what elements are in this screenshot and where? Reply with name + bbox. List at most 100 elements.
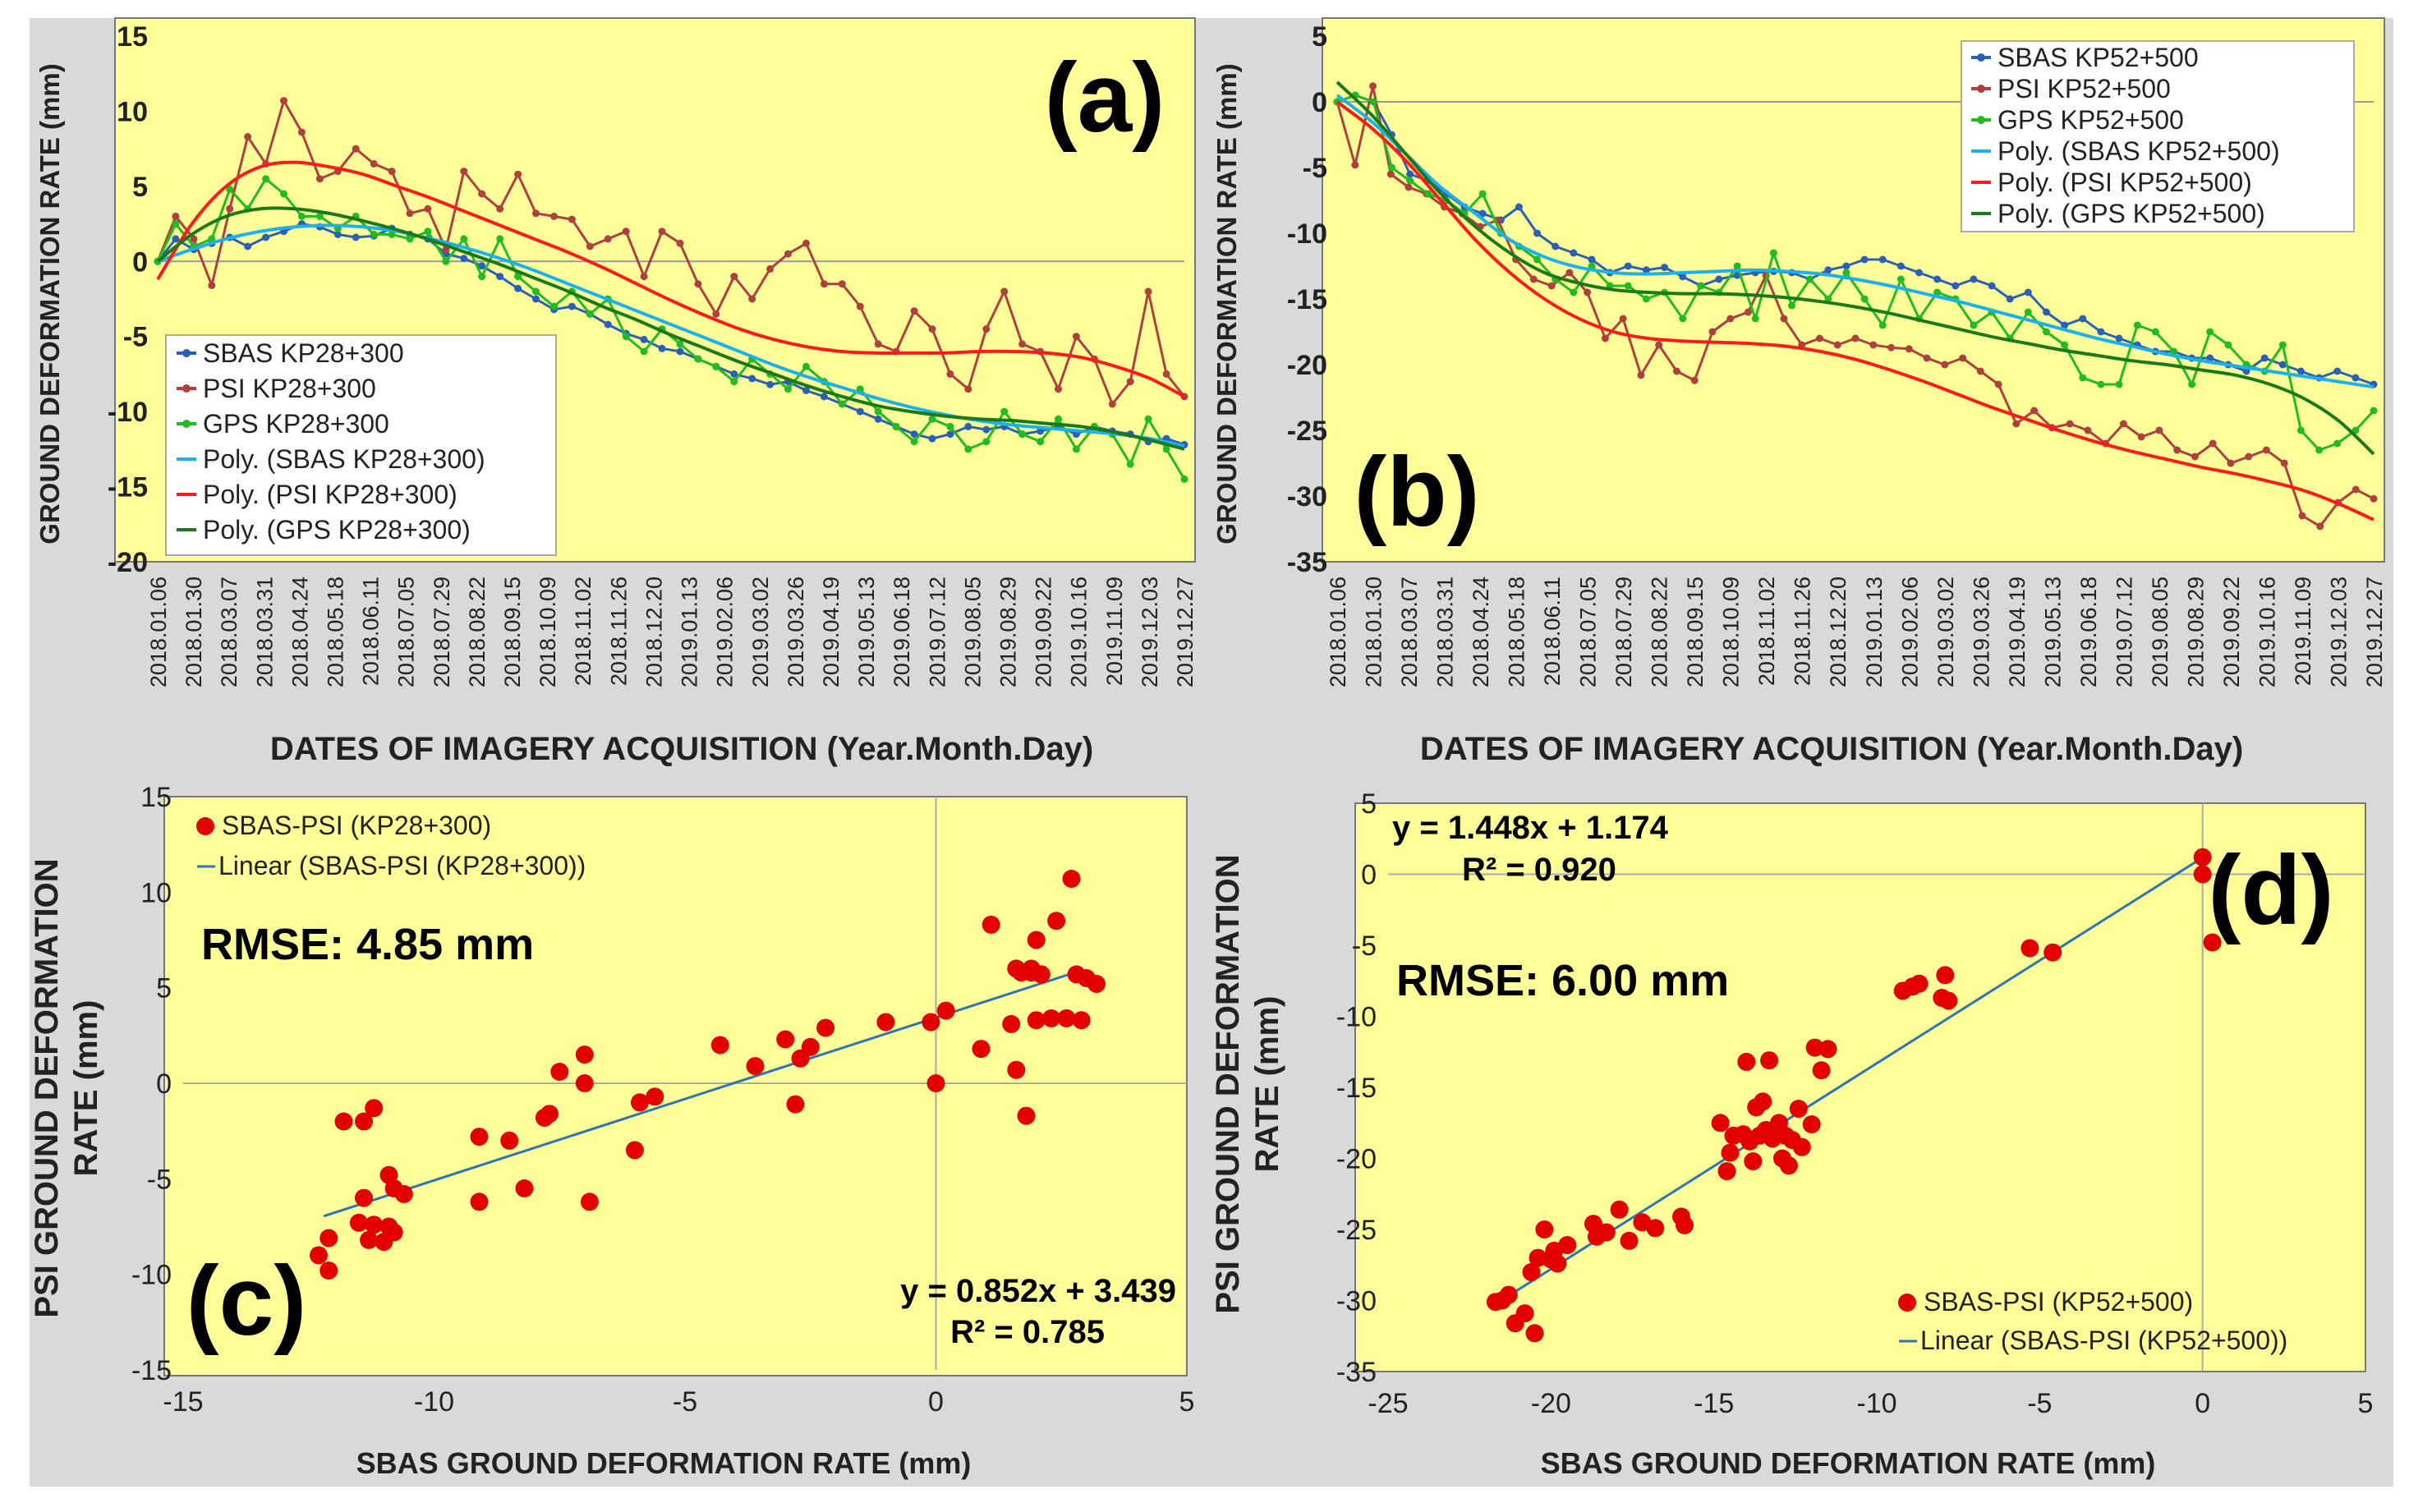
point-a-gps-54 [1126,460,1134,468]
scatter-point-c-40 [972,1040,991,1059]
point-a-sbas-1 [172,235,180,243]
point-b-sbas-37 [2006,295,2014,303]
x-tick-b-13: 2018.11.26 [1791,577,1815,686]
point-b-gps-41 [2079,374,2087,382]
point-a-gps-31 [712,362,720,370]
x-tick-d-6: 5 [2358,1388,2374,1419]
point-b-gps-54 [2315,446,2324,454]
scatter-point-c-7 [349,1213,368,1232]
point-b-gps-57 [2370,407,2378,415]
point-b-psi-22 [1726,315,1735,323]
legend-label-d-fit: Linear (SBAS-PSI (KP52+500)) [1920,1326,2287,1355]
point-a-gps-20 [514,273,522,281]
point-b-gps-31 [1896,275,1905,283]
point-b-psi-41 [2066,420,2074,428]
point-a-gps-43 [928,415,936,423]
point-b-sbas-17 [1642,266,1650,274]
point-b-gps-52 [2278,341,2287,349]
point-a-psi-27 [640,273,648,281]
scatter-point-d-17 [1620,1231,1639,1250]
x-tick-a-1: 2018.01.30 [182,577,206,687]
point-a-psi-39 [856,302,864,310]
point-a-gps-17 [460,235,468,243]
x-tick-d-2: -15 [1694,1388,1734,1419]
scatter-point-d-44 [1805,1038,1824,1057]
scatter-point-c-30 [746,1057,765,1076]
x-tick-b-8: 2018.07.29 [1611,577,1636,687]
point-b-psi-13 [1565,269,1574,277]
x-tick-a-18: 2019.03.26 [784,577,808,687]
point-a-psi-32 [730,273,738,281]
x-axis-title-c: SBAS GROUND DEFORMATION RATE (mm) [356,1446,972,1480]
x-axis-title-d: SBAS GROUND DEFORMATION RATE (mm) [1541,1446,2156,1480]
scatter-point-c-6 [355,1188,373,1207]
y-tick-b-6: -5 [1303,153,1327,184]
point-a-gps-49 [1037,438,1045,446]
point-a-psi-5 [244,133,252,140]
y-tick-b-7: 0 [1312,87,1327,118]
point-a-psi-44 [946,370,954,378]
point-a-gps-24 [586,310,594,318]
point-a-sbas-46 [982,425,991,434]
point-a-sbas-18 [478,262,486,270]
point-a-gps-42 [910,438,918,446]
point-a-sbas-17 [460,255,468,263]
scatter-point-d-5 [1525,1324,1544,1343]
scatter-point-d-16 [1610,1200,1629,1219]
point-a-gps-45 [964,445,972,453]
x-tick-a-11: 2018.10.09 [536,577,560,687]
point-a-psi-11 [352,145,360,153]
scatter-point-d-2 [1499,1285,1518,1304]
y-tick-a-4: 0 [132,246,148,278]
scatter-point-c-18 [500,1131,519,1150]
point-b-psi-39 [2030,407,2039,415]
point-b-sbas-28 [1842,262,1850,270]
point-a-gps-46 [982,438,991,446]
point-b-gps-23 [1751,315,1759,323]
fit-line-group-c [323,969,1083,1218]
point-a-psi-35 [784,250,792,258]
x-tick-b-22: 2019.07.12 [2112,577,2136,687]
y-tick-c-1: -10 [131,1260,172,1291]
scatter-point-c-17 [470,1193,489,1211]
x-tick-a-16: 2019.02.06 [713,577,738,687]
point-a-psi-33 [748,295,756,303]
legend-label-b-psi: PSI KP52+500 [1998,74,2171,103]
point-a-gps-40 [874,407,882,416]
x-tick-d-1: -20 [1531,1388,1571,1419]
point-a-psi-26 [622,227,630,236]
point-b-gps-39 [2043,328,2050,336]
scatter-point-c-9 [360,1230,379,1249]
point-b-gps-28 [1842,269,1850,277]
point-b-psi-29 [1851,334,1860,342]
series-line-a-poly-psi [156,160,1185,398]
series-line-b-poly-gps [1336,80,2375,456]
point-a-gps-29 [676,340,684,348]
point-b-gps-38 [2024,308,2032,316]
scatter-point-c-51 [1032,965,1050,984]
point-a-psi-17 [460,168,468,176]
y-tick-b-3: -20 [1287,350,1327,381]
scatter-point-c-38 [926,1074,945,1092]
series-line-b-poly-psi [1336,100,2375,522]
point-a-sbas-11 [352,233,360,241]
series-group-a [154,97,1188,483]
point-b-psi-17 [1637,371,1645,379]
scatter-point-c-24 [575,1046,594,1064]
x-tick-a-19: 2019.04.19 [819,577,844,687]
point-a-gps-16 [442,257,450,265]
x-tick-a-15: 2019.01.13 [678,577,702,687]
x-tick-b-5: 2018.05.18 [1505,577,1529,687]
x-tick-c-2: -5 [673,1386,697,1418]
point-b-sbas-12 [1552,242,1560,250]
x-tick-c-3: 0 [928,1386,944,1418]
panel-label-b: (b) [1354,437,1479,547]
point-a-gps-22 [550,302,558,310]
point-a-psi-18 [478,190,486,198]
point-b-psi-33 [1923,354,1931,362]
scatter-point-c-59 [1087,975,1106,993]
point-b-psi-34 [1941,361,1949,369]
x-tick-b-29: 2019.12.27 [2362,577,2387,687]
point-a-sbas-45 [964,422,972,430]
